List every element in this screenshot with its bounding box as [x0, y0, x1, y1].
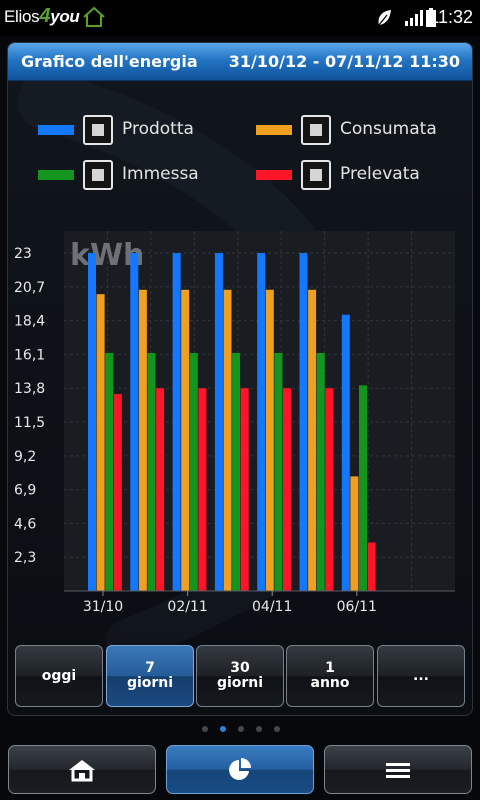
home-button[interactable]: [8, 745, 156, 794]
bar-prelevata: [325, 388, 334, 591]
menu-icon: [386, 762, 410, 778]
status-time: 11:32: [429, 7, 473, 27]
range-button-30-days[interactable]: 30 giorni: [196, 645, 284, 707]
bar-prodotta: [299, 253, 308, 591]
y-tick-label: 6,9: [14, 483, 36, 499]
page-dot: [202, 726, 208, 732]
range-button-1-year[interactable]: 1 anno: [286, 645, 374, 707]
app-logo: Elios4you: [4, 5, 80, 27]
bar-immessa: [316, 352, 325, 591]
logo-house-icon: [83, 6, 105, 27]
bar-prodotta: [88, 253, 96, 591]
energy-bar-chart: 2320,718,416,113,811,59,26,94,62,3kWh31/…: [14, 231, 455, 615]
x-tick-label: 06/11: [337, 599, 377, 615]
bar-consumata: [265, 289, 274, 591]
y-tick-label: 16,1: [14, 347, 45, 363]
y-tick-label: 4,6: [14, 516, 36, 532]
bar-prodotta: [214, 253, 223, 591]
bar-prelevata: [240, 388, 249, 591]
page-dot: [256, 726, 262, 732]
range-button-line2: anno: [310, 675, 350, 691]
legend-swatch-consumata: [256, 125, 292, 135]
bar-immessa: [147, 352, 156, 591]
legend-swatch-prelevata: [256, 170, 292, 180]
x-tick-label: 02/11: [167, 599, 207, 615]
battery-icon: [426, 8, 436, 27]
bar-consumata: [350, 476, 359, 591]
range-button-line1: oggi: [41, 667, 77, 684]
range-button-line2: giorni: [126, 675, 174, 691]
x-tick-label: 31/10: [83, 599, 123, 615]
bar-prodotta: [130, 253, 139, 591]
menu-button[interactable]: [324, 745, 472, 794]
legend-label-immessa: Immessa: [122, 164, 199, 184]
panel-title: Grafico dell'energia: [21, 52, 198, 71]
bar-consumata: [308, 289, 317, 591]
range-button-today[interactable]: oggi: [15, 645, 103, 707]
legend-label-prelevata: Prelevata: [340, 164, 420, 184]
checkbox-prelevata[interactable]: [301, 160, 331, 190]
y-tick-label: 20,7: [14, 280, 45, 296]
range-button-7-days[interactable]: 7 giorni: [106, 645, 194, 707]
bar-immessa: [189, 352, 198, 591]
bar-consumata: [96, 294, 105, 591]
page-dot-active: [220, 726, 226, 732]
bar-prelevata: [198, 388, 207, 591]
bar-prodotta: [257, 253, 266, 591]
legend-item-prodotta: Prodotta: [38, 115, 228, 145]
signal-icon: [405, 10, 423, 26]
bar-prelevata: [283, 388, 291, 591]
bar-consumata: [223, 289, 232, 591]
y-tick-label: 13,8: [14, 381, 45, 397]
leaf-icon: [378, 10, 391, 26]
legend-swatch-immessa: [38, 170, 74, 180]
energy-panel: Grafico dell'energia 31/10/12 - 07/11/12…: [7, 42, 473, 716]
y-tick-label: 2,3: [14, 550, 36, 566]
bar-immessa: [274, 352, 283, 591]
bar-immessa: [359, 385, 367, 591]
range-button-line1: ...: [413, 667, 429, 684]
range-button-line1: 1: [325, 660, 335, 676]
panel-header: Grafico dell'energia 31/10/12 - 07/11/12…: [8, 43, 472, 81]
y-tick-label: 23: [14, 246, 32, 262]
range-button-line1: 30: [230, 660, 250, 676]
bar-immessa: [105, 352, 114, 591]
checkbox-immessa[interactable]: [83, 160, 113, 190]
legend-swatch-prodotta: [38, 125, 74, 135]
y-tick-label: 11,5: [14, 415, 45, 431]
bar-prelevata: [156, 388, 165, 591]
x-tick-label: 04/11: [252, 599, 292, 615]
page-dot: [238, 726, 244, 732]
bar-prodotta: [172, 253, 181, 591]
bar-consumata: [138, 289, 147, 591]
bar-prodotta: [341, 314, 350, 591]
bar-immessa: [232, 352, 241, 591]
bar-prelevata: [367, 542, 376, 591]
legend-item-prelevata: Prelevata: [256, 160, 466, 190]
page-indicator: [200, 726, 284, 734]
range-button-line2: giorni: [216, 675, 264, 691]
pie-chart-icon: [229, 757, 251, 780]
y-tick-label: 9,2: [14, 449, 36, 465]
range-button-more[interactable]: ...: [377, 645, 465, 707]
y-tick-label: 18,4: [14, 314, 45, 330]
legend-item-immessa: Immessa: [38, 160, 228, 190]
home-icon: [69, 759, 95, 781]
legend-label-consumata: Consumata: [340, 119, 437, 139]
date-range: 31/10/12 - 07/11/12 11:30: [228, 52, 460, 71]
range-button-line1: 7: [145, 660, 155, 676]
legend-item-consumata: Consumata: [256, 115, 466, 145]
status-bar: Elios4you 11:32: [0, 0, 480, 36]
bar-prelevata: [113, 394, 122, 591]
chart-button[interactable]: [166, 745, 314, 794]
checkbox-consumata[interactable]: [301, 115, 331, 145]
bar-consumata: [181, 289, 190, 591]
checkbox-prodotta[interactable]: [83, 115, 113, 145]
legend-label-prodotta: Prodotta: [122, 119, 194, 139]
page-dot: [274, 726, 280, 732]
